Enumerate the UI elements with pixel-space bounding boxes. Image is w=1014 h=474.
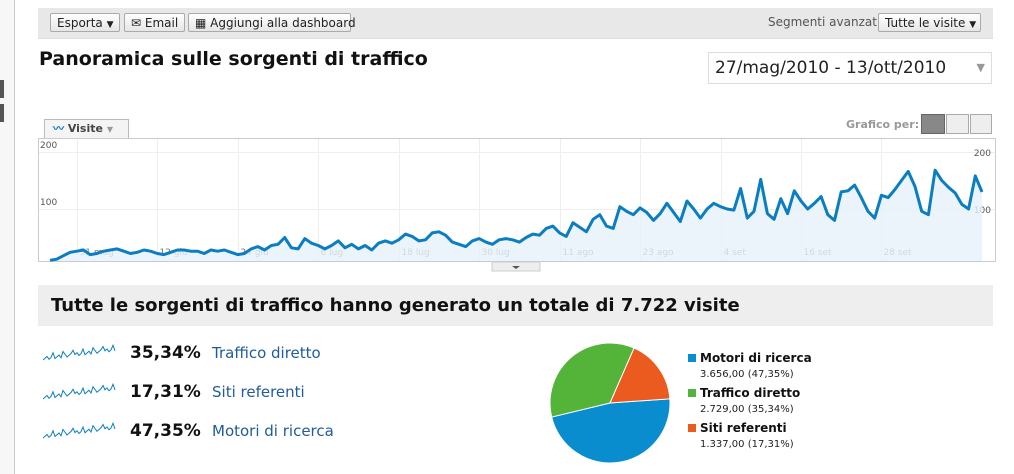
legend-name: Siti referenti — [700, 421, 787, 435]
page-title: Panoramica sulle sorgenti di traffico — [39, 48, 428, 70]
view-month[interactable] — [970, 114, 992, 134]
summary-bar: Tutte le sorgenti di traffico hanno gene… — [38, 285, 993, 326]
legend-name: Motori di ricerca — [700, 351, 812, 365]
legend-value: 3.656,00 (47,35%) — [700, 369, 794, 380]
sparkline — [43, 421, 116, 439]
export-button[interactable]: Esporta ▼ — [50, 13, 120, 32]
pie-slice — [551, 398, 671, 464]
legend-name: Traffico diretto — [700, 386, 800, 400]
email-button[interactable]: ✉ Email — [124, 13, 185, 32]
y-tick-label-right: 200 — [974, 149, 991, 159]
source-link[interactable]: Siti referenti — [212, 383, 305, 401]
y-tick-label-right: 100 — [974, 206, 991, 216]
date-range[interactable]: 27/mag/2010 - 13/ott/2010 ▼ — [708, 52, 992, 84]
handle-arrow — [512, 266, 520, 269]
pie-chart: Motori di ricerca 3.656,00 (47,35%) Traffi… — [549, 342, 812, 464]
segments-label: Segmenti avanzati: — [768, 15, 885, 29]
legend-swatch — [688, 424, 696, 432]
legend-value: 2.729,00 (35,34%) — [700, 404, 794, 415]
sparkline-line — [43, 421, 116, 439]
sparkline-line — [43, 343, 116, 361]
sparkline-line — [43, 382, 116, 400]
legend-swatch — [688, 354, 696, 362]
source-row: 35,34% Traffico diretto — [43, 343, 373, 367]
visits-tab[interactable]: 〰 Visite ▼ — [44, 119, 129, 139]
sidebar-tab — [0, 104, 4, 122]
dashboard-button[interactable]: ▦ Aggiungi alla dashboard — [188, 13, 356, 32]
source-row: 47,35% Motori di ricerca — [43, 421, 373, 445]
y-tick-label: 200 — [40, 141, 57, 151]
view-day[interactable] — [921, 114, 945, 134]
legend-value: 1.337,00 (17,31%) — [700, 439, 794, 450]
source-row: 17,31% Siti referenti — [43, 382, 373, 406]
chart-by-label: Grafico per: — [846, 118, 920, 131]
y-tick-label: 100 — [40, 198, 57, 208]
segment-select[interactable]: Tutte le visite ▼ — [878, 13, 981, 32]
source-link[interactable]: Motori di ricerca — [212, 422, 334, 440]
source-percent: 35,34% — [130, 343, 201, 363]
pie-slice — [609, 347, 671, 404]
visits-line — [49, 168, 984, 262]
legend-swatch — [688, 389, 696, 397]
sparkline — [43, 343, 116, 361]
area — [50, 170, 982, 261]
source-link[interactable]: Traffico diretto — [212, 344, 321, 362]
pie-slice — [549, 342, 635, 418]
view-week[interactable] — [946, 114, 969, 134]
source-percent: 47,35% — [130, 421, 201, 441]
source-percent: 17,31% — [130, 382, 201, 402]
sidebar-tab — [0, 80, 4, 98]
sparkline — [43, 382, 116, 400]
